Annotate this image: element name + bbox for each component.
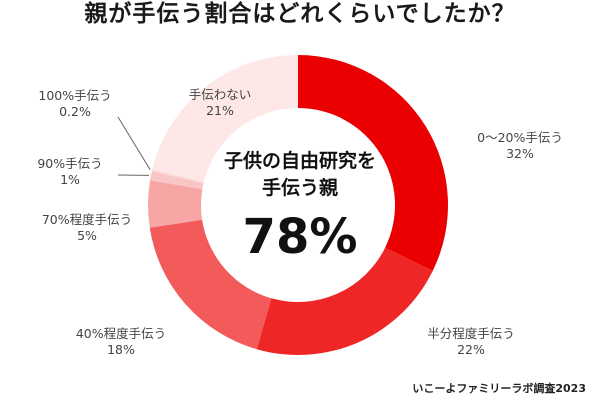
donut-slice-1 — [256, 247, 433, 356]
center-percentage: 78% — [242, 209, 358, 265]
donut-slice-6 — [152, 55, 298, 182]
chart-title: 親が手伝う割合はどれくらいでしたか？ — [84, 1, 516, 27]
label-slice-1: 半分程度手伝う 22% — [416, 326, 526, 358]
center-line-1: 子供の自由研究を — [223, 150, 376, 172]
slice-label-4-value: 1% — [60, 172, 80, 187]
slice-label-6-value: 21% — [206, 103, 234, 118]
slice-label-5-name: 100%手伝う — [38, 88, 112, 103]
label-slice-6: 手伝わない 21% — [165, 87, 275, 119]
slice-label-4-name: 90%手伝う — [37, 156, 103, 171]
leader-line-5 — [117, 116, 151, 170]
slice-label-2-value: 18% — [107, 342, 135, 357]
donut-slice-4 — [150, 171, 204, 190]
label-slice-3: 70%程度手伝う 5% — [32, 212, 142, 244]
slice-label-2-name: 40%程度手伝う — [75, 326, 167, 341]
donut-slice-2 — [149, 219, 272, 350]
center-line-2: 手伝う親 — [261, 177, 338, 199]
label-slice-4: 90%手伝う 1% — [20, 156, 120, 188]
label-slice-0: 0〜20%手伝う 32% — [465, 130, 575, 162]
slice-label-3-name: 70%程度手伝う — [41, 212, 133, 227]
label-slice-5: 100%手伝う 0.2% — [20, 88, 130, 120]
donut-slice-0 — [298, 55, 449, 272]
slice-label-1-value: 22% — [457, 342, 485, 357]
slice-label-0-value: 32% — [506, 146, 534, 161]
center-caption: 子供の自由研究を 手伝う親 78% — [200, 148, 400, 266]
donut-slice-3 — [147, 180, 203, 228]
slice-label-1-name: 半分程度手伝う — [427, 326, 515, 341]
slice-label-5-value: 0.2% — [59, 104, 91, 119]
donut-slice-5 — [151, 169, 204, 184]
slice-label-6-name: 手伝わない — [188, 87, 252, 102]
survey-credit: いこーよファミリーラボ調査2023 — [412, 382, 586, 395]
slice-label-0-name: 0〜20%手伝う — [477, 130, 563, 145]
label-slice-2: 40%程度手伝う 18% — [66, 326, 176, 358]
slice-label-3-value: 5% — [77, 228, 97, 243]
